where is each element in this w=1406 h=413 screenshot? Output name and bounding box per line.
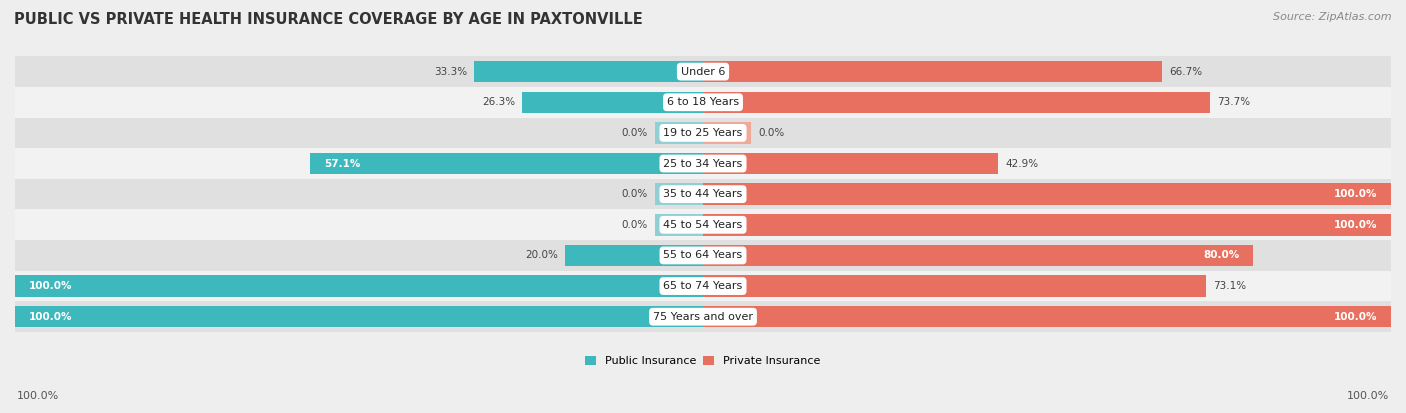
Text: 0.0%: 0.0% (621, 128, 648, 138)
Text: 33.3%: 33.3% (434, 66, 467, 77)
Text: 6 to 18 Years: 6 to 18 Years (666, 97, 740, 107)
Text: 100.0%: 100.0% (28, 312, 72, 322)
FancyBboxPatch shape (15, 179, 1391, 209)
Text: 20.0%: 20.0% (526, 250, 558, 261)
Text: 42.9%: 42.9% (1005, 159, 1038, 169)
Text: PUBLIC VS PRIVATE HEALTH INSURANCE COVERAGE BY AGE IN PAXTONVILLE: PUBLIC VS PRIVATE HEALTH INSURANCE COVER… (14, 12, 643, 27)
Bar (703, 122, 751, 144)
Text: 55 to 64 Years: 55 to 64 Years (664, 250, 742, 261)
Text: 100.0%: 100.0% (28, 281, 72, 291)
Text: 57.1%: 57.1% (323, 159, 360, 169)
FancyBboxPatch shape (15, 240, 1391, 271)
Text: 45 to 54 Years: 45 to 54 Years (664, 220, 742, 230)
Text: 0.0%: 0.0% (758, 128, 785, 138)
FancyBboxPatch shape (15, 87, 1391, 118)
FancyBboxPatch shape (15, 271, 1391, 301)
Text: 0.0%: 0.0% (621, 189, 648, 199)
Text: 73.7%: 73.7% (1218, 97, 1250, 107)
Bar (655, 183, 703, 205)
Text: 100.0%: 100.0% (1334, 189, 1378, 199)
FancyBboxPatch shape (15, 209, 1391, 240)
Bar (703, 92, 1211, 113)
Text: 100.0%: 100.0% (1347, 391, 1389, 401)
Text: Source: ZipAtlas.com: Source: ZipAtlas.com (1274, 12, 1392, 22)
FancyBboxPatch shape (15, 301, 1391, 332)
Bar (703, 214, 1391, 235)
Bar (703, 275, 1206, 297)
Text: 73.1%: 73.1% (1213, 281, 1246, 291)
Legend: Public Insurance, Private Insurance: Public Insurance, Private Insurance (581, 351, 825, 370)
Text: 100.0%: 100.0% (1334, 220, 1378, 230)
Text: 26.3%: 26.3% (482, 97, 515, 107)
Bar (565, 245, 703, 266)
Bar (311, 153, 703, 174)
Text: 100.0%: 100.0% (17, 391, 59, 401)
Text: 75 Years and over: 75 Years and over (652, 312, 754, 322)
Bar (15, 306, 703, 328)
Text: Under 6: Under 6 (681, 66, 725, 77)
Text: 35 to 44 Years: 35 to 44 Years (664, 189, 742, 199)
Text: 19 to 25 Years: 19 to 25 Years (664, 128, 742, 138)
Bar (703, 183, 1391, 205)
FancyBboxPatch shape (15, 56, 1391, 87)
Bar (15, 275, 703, 297)
Bar (474, 61, 703, 82)
Bar (522, 92, 703, 113)
Bar (703, 245, 1253, 266)
FancyBboxPatch shape (15, 148, 1391, 179)
Text: 65 to 74 Years: 65 to 74 Years (664, 281, 742, 291)
Text: 25 to 34 Years: 25 to 34 Years (664, 159, 742, 169)
FancyBboxPatch shape (15, 118, 1391, 148)
Bar (655, 122, 703, 144)
Bar (703, 61, 1161, 82)
Text: 80.0%: 80.0% (1204, 250, 1240, 261)
Text: 100.0%: 100.0% (1334, 312, 1378, 322)
Bar (703, 306, 1391, 328)
Text: 66.7%: 66.7% (1168, 66, 1202, 77)
Text: 0.0%: 0.0% (621, 220, 648, 230)
Bar (703, 153, 998, 174)
Bar (655, 214, 703, 235)
